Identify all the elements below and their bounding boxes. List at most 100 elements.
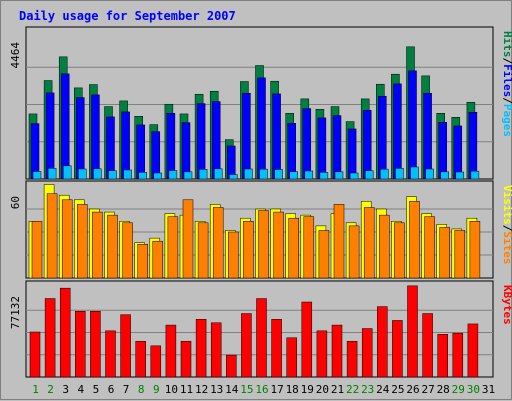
panel-hits-legend-label: Hits/Files/Pages: [501, 31, 512, 137]
bar-files-day-29: [453, 125, 463, 180]
bar-kbytes-day-20: [316, 330, 328, 378]
bar-pages-day-6: [108, 170, 117, 180]
x-tick-label-day-3: 3: [62, 383, 69, 396]
legend-part-files: Files: [501, 64, 512, 97]
x-tick-label-day-18: 18: [286, 383, 299, 396]
x-tick-label-day-21: 21: [331, 383, 344, 396]
bar-pages-day-13: [213, 168, 223, 180]
bar-kbytes-day-13: [210, 322, 222, 378]
bar-pages-day-25: [395, 168, 404, 180]
bar-files-day-18: [287, 123, 296, 180]
x-tick-label-day-23: 23: [361, 383, 374, 396]
bar-kbytes-day-30: [467, 323, 479, 378]
bar-sites-day-26: [409, 201, 420, 279]
x-tick-label-day-12: 12: [195, 383, 208, 396]
bar-kbytes-day-3: [59, 287, 71, 378]
bar-pages-day-7: [123, 169, 132, 180]
bar-files-day-27: [423, 92, 432, 180]
x-tick-label-day-22: 22: [346, 383, 359, 396]
bar-files-day-8: [136, 124, 145, 180]
bar-kbytes-day-1: [29, 331, 41, 378]
bar-files-day-7: [121, 111, 130, 180]
legend-part-visits: Visits: [501, 185, 512, 225]
bar-kbytes-day-25: [392, 320, 403, 378]
bar-pages-day-2: [47, 168, 57, 180]
bar-sites-day-22: [348, 225, 360, 279]
bar-files-day-19: [302, 108, 312, 180]
x-tick-label-day-19: 19: [301, 383, 314, 396]
bar-sites-day-24: [379, 214, 390, 279]
legend-part-sites: Sites: [501, 231, 512, 264]
bar-pages-day-3: [62, 165, 72, 180]
bar-kbytes-day-29: [452, 332, 464, 378]
bar-pages-day-21: [334, 171, 344, 180]
bar-sites-day-12: [197, 222, 209, 279]
x-tick-label-day-8: 8: [138, 383, 145, 396]
bar-kbytes-day-21: [331, 324, 343, 378]
bar-kbytes-day-27: [422, 313, 433, 378]
bar-files-day-6: [106, 116, 115, 180]
bar-sites-day-9: [152, 240, 164, 279]
x-tick-label-day-31: 31: [482, 383, 495, 396]
bar-sites-day-1: [31, 221, 43, 279]
bar-files-day-16: [257, 77, 266, 180]
bar-pages-day-11: [183, 171, 193, 180]
bar-sites-day-11: [182, 199, 194, 279]
bar-pages-day-9: [153, 172, 163, 180]
bar-pages-day-17: [274, 169, 283, 180]
bar-sites-day-25: [394, 222, 405, 279]
bar-files-day-3: [60, 73, 70, 180]
bar-kbytes-day-26: [407, 285, 418, 378]
bar-kbytes-day-22: [346, 340, 358, 378]
bar-files-day-21: [332, 115, 342, 180]
bar-files-day-23: [362, 109, 372, 180]
bar-kbytes-day-8: [135, 340, 146, 378]
bar-sites-day-14: [228, 231, 239, 279]
bar-files-day-10: [166, 112, 176, 180]
bar-kbytes-day-18: [286, 337, 297, 378]
bar-sites-day-27: [424, 216, 435, 279]
bar-kbytes-day-11: [180, 340, 192, 378]
panel-hits-max-label: 4464: [9, 42, 22, 69]
panel-visits-legend-label: Visits/Sites: [501, 185, 512, 265]
bar-files-day-4: [76, 97, 85, 180]
bar-pages-day-30: [470, 170, 480, 180]
x-tick-label-day-17: 17: [270, 383, 283, 396]
bar-sites-day-30: [469, 221, 481, 279]
bar-kbytes-day-19: [301, 301, 313, 378]
bar-kbytes-day-2: [44, 298, 56, 378]
bar-files-day-26: [408, 70, 417, 180]
bar-files-day-17: [272, 93, 281, 180]
x-tick-label-day-16: 16: [255, 383, 268, 396]
bar-pages-day-8: [138, 172, 147, 180]
bar-files-day-9: [151, 131, 161, 180]
bar-files-day-30: [468, 111, 478, 180]
x-tick-label-day-9: 9: [153, 383, 160, 396]
bar-sites-day-2: [46, 193, 58, 279]
bar-sites-day-6: [107, 214, 118, 279]
bar-sites-day-10: [167, 216, 179, 279]
bar-files-day-22: [347, 128, 357, 180]
x-tick-label-day-26: 26: [406, 383, 419, 396]
x-tick-label-day-7: 7: [123, 383, 130, 396]
bar-files-day-11: [181, 122, 191, 180]
bar-pages-day-5: [93, 168, 102, 180]
bar-files-day-1: [30, 123, 40, 180]
bar-files-day-2: [45, 92, 55, 180]
legend-part-kbytes: KBytes: [501, 285, 512, 325]
x-tick-label-day-20: 20: [316, 383, 329, 396]
bar-sites-day-3: [61, 199, 73, 279]
bar-pages-day-10: [168, 170, 178, 180]
legend-part-slash: /: [501, 58, 512, 65]
bar-kbytes-day-24: [377, 306, 388, 378]
bar-files-day-12: [196, 103, 206, 180]
bar-sites-day-20: [318, 230, 330, 279]
x-tick-label-day-29: 29: [452, 383, 465, 396]
bar-pages-day-29: [455, 171, 465, 180]
bar-pages-day-12: [198, 169, 208, 180]
bar-sites-day-21: [333, 204, 345, 279]
x-tick-label-day-25: 25: [391, 383, 404, 396]
bar-pages-day-22: [349, 172, 359, 180]
x-tick-label-day-11: 11: [180, 383, 193, 396]
bar-files-day-15: [242, 92, 251, 180]
